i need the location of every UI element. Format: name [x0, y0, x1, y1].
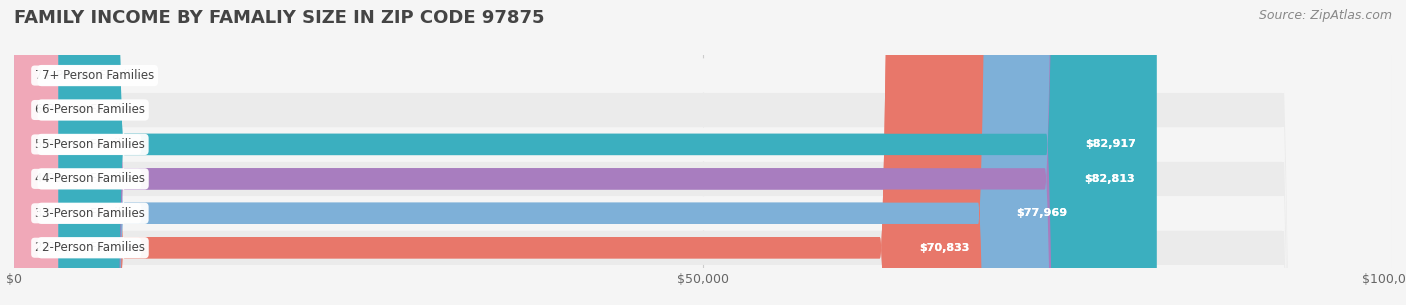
Text: 7+ Person Families: 7+ Person Families — [42, 69, 153, 82]
FancyBboxPatch shape — [14, 0, 1392, 305]
Text: 2-Person Families: 2-Person Families — [35, 241, 138, 254]
FancyBboxPatch shape — [14, 0, 58, 305]
Text: 4-Person Families: 4-Person Families — [35, 172, 138, 185]
Text: $0: $0 — [75, 70, 90, 81]
Text: 7+ Person Families: 7+ Person Families — [35, 69, 148, 82]
Bar — [14, 231, 1392, 265]
Bar — [14, 162, 1392, 196]
FancyBboxPatch shape — [14, 0, 1392, 305]
FancyBboxPatch shape — [14, 0, 1392, 305]
Bar — [14, 58, 1392, 93]
Text: $0: $0 — [72, 105, 87, 115]
Text: $70,833: $70,833 — [920, 243, 969, 253]
Text: $82,917: $82,917 — [1085, 139, 1136, 149]
FancyBboxPatch shape — [14, 0, 990, 305]
Text: $70,833: $70,833 — [920, 243, 969, 253]
Text: 3-Person Families: 3-Person Families — [35, 207, 138, 220]
FancyBboxPatch shape — [14, 0, 1156, 305]
FancyBboxPatch shape — [14, 0, 1392, 305]
FancyBboxPatch shape — [14, 0, 1157, 305]
Text: $0: $0 — [75, 105, 90, 115]
Text: $82,917: $82,917 — [1085, 139, 1136, 149]
FancyBboxPatch shape — [14, 0, 990, 305]
FancyBboxPatch shape — [14, 0, 1392, 305]
Bar — [14, 127, 1392, 162]
Text: $82,813: $82,813 — [1084, 174, 1135, 184]
Text: 6-Person Families: 6-Person Families — [42, 103, 145, 117]
Text: 5-Person Families: 5-Person Families — [35, 138, 138, 151]
Bar — [14, 93, 1392, 127]
FancyBboxPatch shape — [14, 0, 1088, 305]
Text: $77,969: $77,969 — [1017, 208, 1067, 218]
Text: 2-Person Families: 2-Person Families — [42, 241, 145, 254]
Text: $0: $0 — [72, 70, 87, 81]
Text: 3-Person Families: 3-Person Families — [42, 207, 145, 220]
Bar — [14, 196, 1392, 231]
FancyBboxPatch shape — [14, 0, 1392, 305]
Text: $77,969: $77,969 — [1017, 208, 1067, 218]
Text: 4-Person Families: 4-Person Families — [42, 172, 145, 185]
FancyBboxPatch shape — [14, 0, 58, 305]
FancyBboxPatch shape — [14, 0, 1157, 305]
FancyBboxPatch shape — [14, 0, 1088, 305]
Text: Source: ZipAtlas.com: Source: ZipAtlas.com — [1258, 9, 1392, 22]
Text: FAMILY INCOME BY FAMALIY SIZE IN ZIP CODE 97875: FAMILY INCOME BY FAMALIY SIZE IN ZIP COD… — [14, 9, 544, 27]
FancyBboxPatch shape — [14, 0, 1156, 305]
FancyBboxPatch shape — [14, 0, 58, 305]
Text: 5-Person Families: 5-Person Families — [42, 138, 145, 151]
Text: $82,813: $82,813 — [1084, 174, 1135, 184]
FancyBboxPatch shape — [14, 0, 58, 305]
Text: 6-Person Families: 6-Person Families — [35, 103, 138, 117]
